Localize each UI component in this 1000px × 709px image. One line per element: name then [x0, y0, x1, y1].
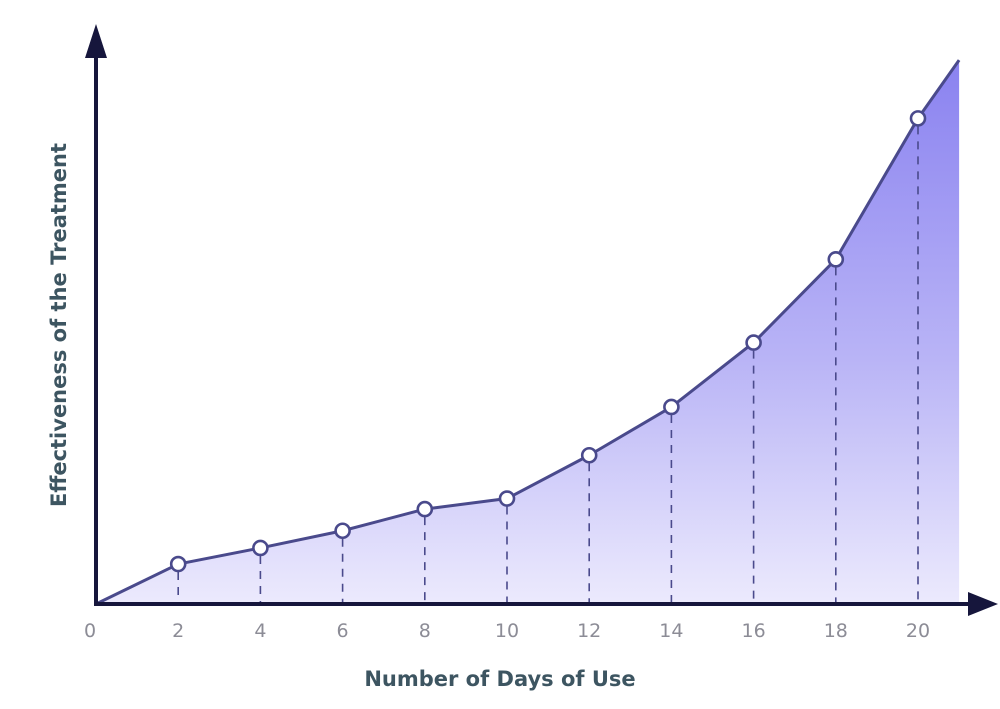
x-tick-label-8: 8 [419, 620, 431, 642]
x-axis-arrow [968, 592, 998, 616]
x-tick-label-14: 14 [659, 620, 683, 642]
series-line [95, 59, 961, 606]
data-point-12 [580, 446, 598, 464]
x-tick-label-20: 20 [906, 620, 930, 642]
x-tick-label-4: 4 [254, 620, 266, 642]
data-point-6 [334, 522, 351, 540]
data-point-20 [909, 110, 927, 127]
data-point-4 [252, 539, 269, 557]
data-point-8 [416, 500, 434, 518]
data-point-18 [827, 251, 845, 268]
area-fill [96, 60, 960, 605]
x-tick-label-12: 12 [577, 620, 601, 642]
data-point-16 [745, 334, 762, 351]
x-tick-label-0: 0 [84, 620, 96, 642]
data-point-14 [663, 398, 680, 416]
data-point-10 [498, 490, 516, 507]
y-axis-title: Effectiveness of the Treatment [47, 143, 71, 507]
x-tick-label-6: 6 [337, 620, 349, 642]
y-axis-arrow [85, 24, 107, 58]
data-point-2 [169, 555, 187, 573]
x-axis-title: Number of Days of Use [364, 667, 635, 691]
x-tick-label-10: 10 [495, 620, 519, 642]
x-tick-label-16: 16 [742, 620, 766, 642]
x-tick-label-2: 2 [172, 620, 184, 642]
x-tick-label-18: 18 [824, 620, 848, 642]
